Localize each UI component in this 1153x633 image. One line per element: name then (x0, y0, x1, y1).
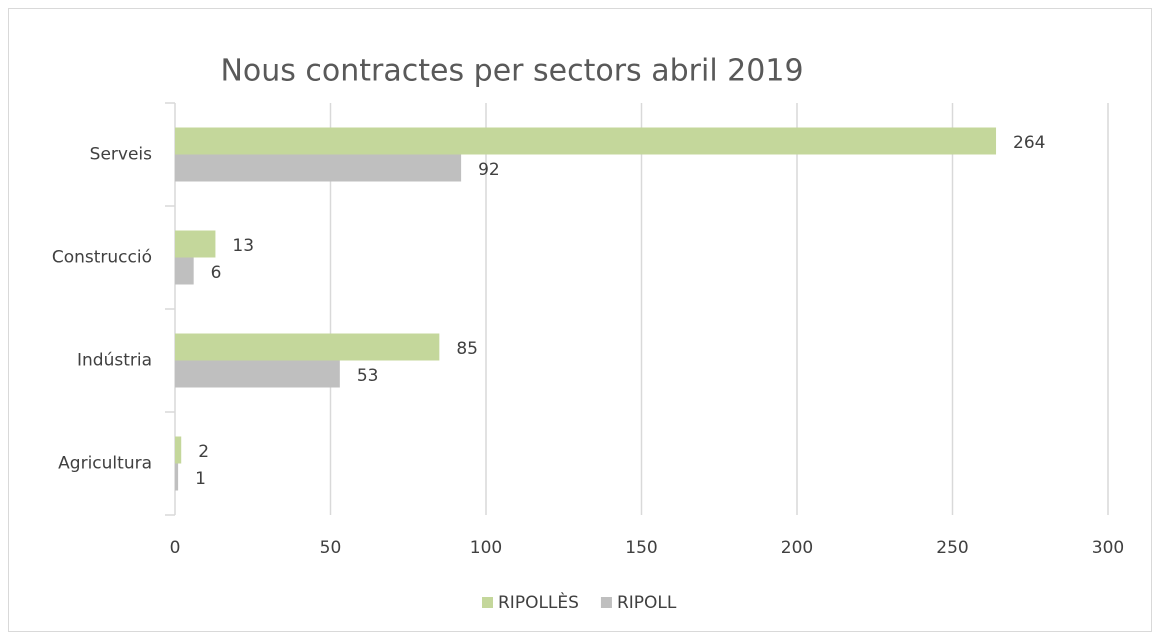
data-label: 264 (1013, 133, 1045, 153)
bar (175, 436, 182, 464)
legend-swatch (482, 597, 493, 608)
bar (175, 257, 194, 285)
legend-label: RIPOLLÈS (498, 591, 579, 613)
chart-border (8, 8, 1152, 632)
data-label: 53 (357, 366, 379, 386)
legend-label: RIPOLL (617, 593, 677, 613)
bar (175, 127, 997, 155)
x-tick-label: 100 (470, 538, 502, 558)
bar (175, 154, 462, 182)
x-tick-label: 200 (781, 538, 813, 558)
chart-title: Nous contractes per sectors abril 2019 (220, 54, 803, 89)
bar (175, 230, 216, 258)
data-label: 2 (198, 442, 209, 462)
bar (175, 360, 340, 388)
x-tick-label: 150 (625, 538, 657, 558)
bar (175, 463, 179, 491)
data-label: 85 (456, 339, 478, 359)
y-tick-label: Agricultura (58, 454, 152, 474)
x-tick-label: 0 (170, 538, 181, 558)
bar (175, 333, 440, 361)
x-tick-label: 300 (1092, 538, 1124, 558)
data-label: 92 (478, 160, 500, 180)
x-tick-label: 50 (320, 538, 342, 558)
data-label: 13 (232, 236, 254, 256)
data-label: 1 (195, 469, 206, 489)
x-tick-label: 250 (936, 538, 968, 558)
data-label: 6 (211, 263, 222, 283)
y-tick-label: Construcció (52, 248, 152, 268)
legend-swatch (600, 597, 612, 608)
y-tick-label: Indústria (77, 351, 152, 371)
y-tick-label: Serveis (90, 145, 152, 165)
